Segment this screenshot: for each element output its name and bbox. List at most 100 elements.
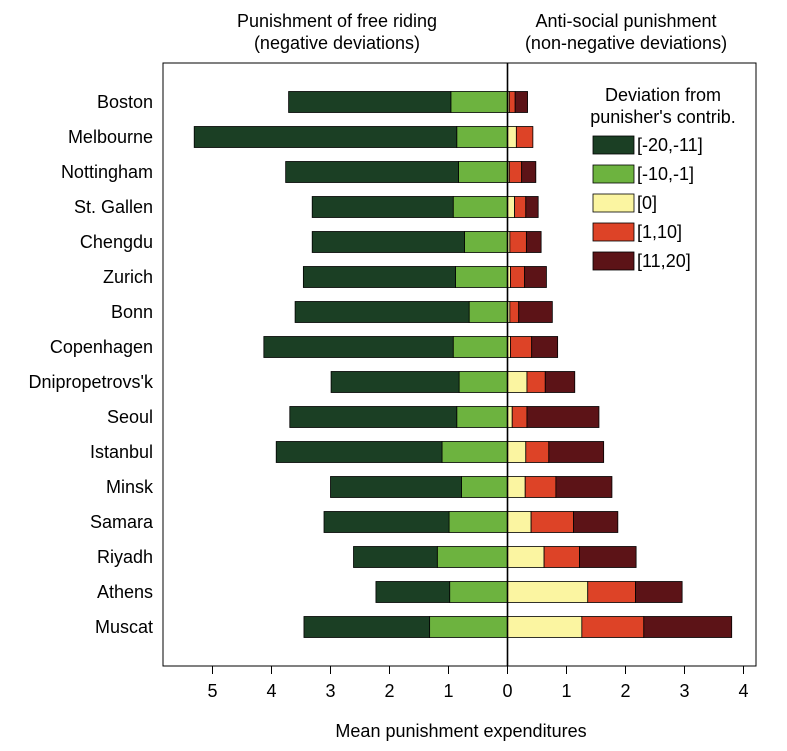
left-title-line: (negative deviations) xyxy=(254,33,420,53)
right-title-line: Anti-social punishment xyxy=(535,11,716,31)
bar-melbourne-20-11 xyxy=(193,126,458,148)
bar-riyadh-20-11 xyxy=(353,546,438,568)
city-label-melbourne: Melbourne xyxy=(68,127,153,147)
city-label-seoul: Seoul xyxy=(107,407,153,427)
bar-istanbul-20-11 xyxy=(275,441,443,463)
bar-seoul-10-1 xyxy=(456,406,508,428)
right-title-line: (non-negative deviations) xyxy=(525,33,727,53)
bar-zurich-11-20 xyxy=(524,266,547,288)
bar-st-gallen-10-1 xyxy=(452,196,508,218)
bar-muscat-0 xyxy=(507,616,583,638)
x-tick-label: 1 xyxy=(443,681,453,701)
legend-swatch-1-10 xyxy=(592,222,635,242)
city-label-muscat: Muscat xyxy=(95,617,153,637)
bar-bonn-20-11 xyxy=(294,301,470,323)
bar-riyadh-0 xyxy=(507,546,545,568)
bar-samara-10-1 xyxy=(448,511,508,533)
city-label-athens: Athens xyxy=(97,582,153,602)
x-tick-label: 2 xyxy=(620,681,630,701)
bar-zurich-1-10 xyxy=(510,266,526,288)
bar-muscat-11-20 xyxy=(643,616,733,638)
legend-swatch-20-11 xyxy=(592,135,635,155)
bar-samara-0 xyxy=(507,511,532,533)
bar-bonn-10-1 xyxy=(468,301,508,323)
bar-minsk-0 xyxy=(507,476,526,498)
bar-copenhagen-20-11 xyxy=(263,336,454,358)
city-label-boston: Boston xyxy=(97,92,153,112)
bar-copenhagen-10-1 xyxy=(452,336,508,358)
bar-nottingham-1-10 xyxy=(508,161,523,183)
city-label-copenhagen: Copenhagen xyxy=(50,337,153,357)
bar-chengdu-1-10 xyxy=(509,231,527,253)
bar-st-gallen-1-10 xyxy=(514,196,527,218)
city-label-dnipropetrovs-k: Dnipropetrovs'k xyxy=(29,372,154,392)
bar-boston-11-20 xyxy=(514,91,528,113)
bar-istanbul-11-20 xyxy=(548,441,605,463)
legend-title-line: punisher's contrib. xyxy=(590,107,736,127)
x-tick-label: 1 xyxy=(561,681,571,701)
bar-st-gallen-20-11 xyxy=(311,196,454,218)
bar-zurich-20-11 xyxy=(302,266,456,288)
bar-samara-1-10 xyxy=(530,511,574,533)
left-title-line: Punishment of free riding xyxy=(237,11,437,31)
city-label-minsk: Minsk xyxy=(106,477,154,497)
bar-bonn-1-10 xyxy=(509,301,520,323)
legend-label-0: [0] xyxy=(637,193,657,213)
plot-frame xyxy=(162,62,757,667)
x-axis-label: Mean punishment expenditures xyxy=(335,721,586,741)
bar-dnipropetrovs-k-10-1 xyxy=(458,371,508,393)
bar-muscat-1-10 xyxy=(581,616,645,638)
legend-label-11-20: [11,20] xyxy=(637,251,691,271)
bar-dnipropetrovs-k-20-11 xyxy=(330,371,460,393)
city-label-bonn: Bonn xyxy=(111,302,153,322)
bar-athens-11-20 xyxy=(635,581,683,603)
bar-minsk-10-1 xyxy=(461,476,508,498)
legend-label-10-1: [-10,-1] xyxy=(637,164,694,184)
x-tick-label: 3 xyxy=(325,681,335,701)
city-label-samara: Samara xyxy=(90,512,154,532)
bar-muscat-20-11 xyxy=(303,616,431,638)
city-label-istanbul: Istanbul xyxy=(90,442,153,462)
bar-zurich-10-1 xyxy=(455,266,508,288)
bar-bonn-11-20 xyxy=(518,301,553,323)
bar-chengdu-11-20 xyxy=(525,231,542,253)
bar-boston-10-1 xyxy=(450,91,508,113)
left-section-title: Punishment of free riding(negative devia… xyxy=(237,11,437,53)
city-label-zurich: Zurich xyxy=(103,267,153,287)
bar-nottingham-20-11 xyxy=(285,161,459,183)
bar-seoul-20-11 xyxy=(289,406,458,428)
bar-copenhagen-11-20 xyxy=(531,336,559,358)
bar-dnipropetrovs-k-11-20 xyxy=(544,371,576,393)
bar-seoul-11-20 xyxy=(526,406,600,428)
bar-istanbul-0 xyxy=(507,441,527,463)
bar-samara-20-11 xyxy=(323,511,450,533)
right-section-title: Anti-social punishment(non-negative devi… xyxy=(525,11,727,53)
bar-st-gallen-11-20 xyxy=(525,196,539,218)
bar-melbourne-1-10 xyxy=(515,126,534,148)
legend-swatch-0 xyxy=(592,193,635,213)
city-label-riyadh: Riyadh xyxy=(97,547,153,567)
bar-melbourne-10-1 xyxy=(456,126,508,148)
bar-samara-11-20 xyxy=(573,511,619,533)
bar-riyadh-1-10 xyxy=(543,546,580,568)
x-tick-label: 4 xyxy=(738,681,748,701)
bar-riyadh-11-20 xyxy=(579,546,637,568)
bar-melbourne-0 xyxy=(507,126,517,148)
bar-athens-1-10 xyxy=(587,581,636,603)
bar-minsk-11-20 xyxy=(555,476,613,498)
bar-dnipropetrovs-k-0 xyxy=(507,371,528,393)
bar-minsk-20-11 xyxy=(330,476,462,498)
bar-nottingham-10-1 xyxy=(458,161,508,183)
bars-group xyxy=(193,91,733,638)
x-tick-label: 4 xyxy=(266,681,276,701)
city-label-st-gallen: St. Gallen xyxy=(74,197,153,217)
x-tick-label: 5 xyxy=(207,681,217,701)
bar-chengdu-20-11 xyxy=(311,231,465,253)
bar-copenhagen-1-10 xyxy=(510,336,533,358)
bar-riyadh-10-1 xyxy=(436,546,508,568)
legend-swatch-11-20 xyxy=(592,251,635,271)
bar-istanbul-10-1 xyxy=(441,441,508,463)
legend-label-20-11: [-20,-11] xyxy=(637,135,703,155)
